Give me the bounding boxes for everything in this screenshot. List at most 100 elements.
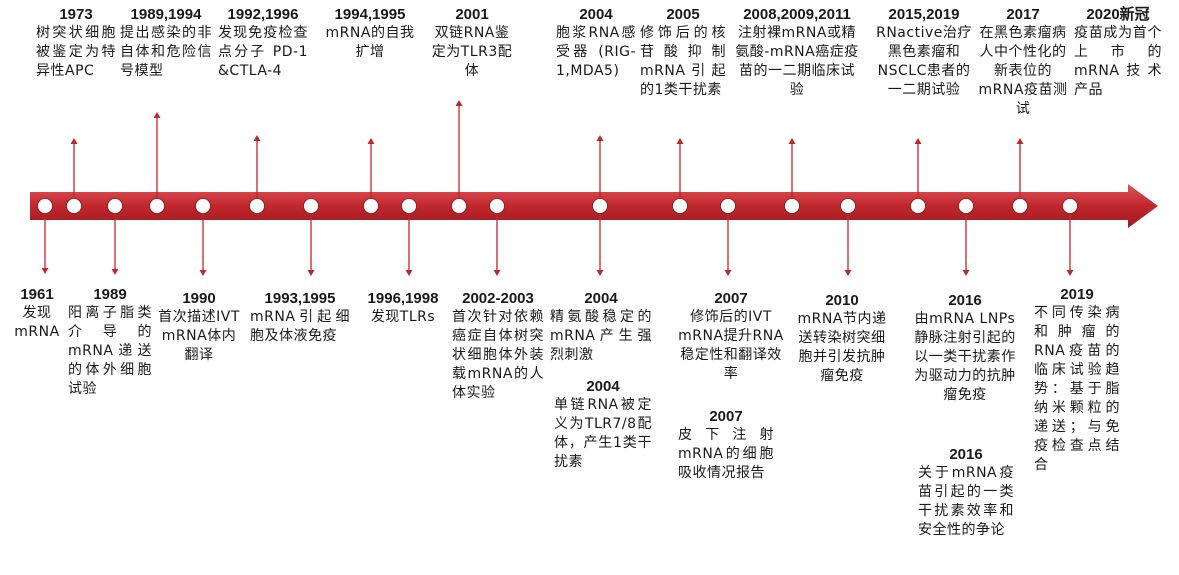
event-2008-2011: 2008,2009,2011 注射裸mRNA或精氨酸-mRNA癌症疫苗的一二期临…: [732, 6, 862, 100]
event-2004-b1: 2004 精氨酸稳定的mRNA产生强烈刺激: [550, 290, 652, 365]
arrowhead-2002-2003: [493, 270, 501, 276]
timeline-node-2016-a: [958, 198, 974, 214]
event-text: 发现免疫检查点分子 PD-1 &CTLA-4: [218, 25, 308, 79]
event-year: 1993,1995: [264, 290, 336, 307]
event-year: 2007: [709, 408, 743, 425]
arrowhead-2017: [1016, 138, 1024, 144]
timeline-node-2005: [672, 198, 688, 214]
arrowhead-2016-a: [962, 270, 970, 276]
timeline-node-2002-2003: [489, 198, 505, 214]
event-2015-2019: 2015,2019 RNactive治疗黑色素瘤和NSCLC患者的一二期试验: [874, 6, 974, 100]
event-year: 1973: [59, 6, 93, 23]
event-2020: 2020新冠 疫苗成为首个上市的mRNA技术产品: [1074, 6, 1162, 100]
event-2016-a: 2016 由mRNA LNPs静脉注射引起的以一类干扰素作为驱动力的抗肿瘤免疫: [910, 292, 1020, 405]
event-year: 2020新冠: [1086, 6, 1150, 23]
event-text: 注射裸mRNA或精氨酸-mRNA癌症疫苗的一二期临床试验: [735, 25, 859, 98]
timeline-node-2019: [1062, 198, 1078, 214]
event-text: 阳离子脂类介导的mRNA递送的体外细胞试验: [68, 305, 152, 397]
timeline-node-1993-1995: [303, 198, 319, 214]
timeline-node-2008-2011: [784, 198, 800, 214]
event-text: 发现mRNA: [14, 305, 60, 340]
arrowhead-2005: [676, 138, 684, 144]
arrowhead-1990: [199, 270, 207, 276]
event-1973: 1973 树突状细胞被鉴定为特异性APC: [36, 6, 116, 81]
arrowhead-1996-1998: [405, 270, 413, 276]
event-2004-b2: 2004 单链RNA被定义为TLR7/8配体，产生1类干扰素: [554, 378, 652, 472]
timeline-node-2015-2019: [910, 198, 926, 214]
event-text: 单链RNA被定义为TLR7/8配体，产生1类干扰素: [554, 397, 652, 470]
arrowhead-2019: [1066, 270, 1074, 276]
arrowhead-1961: [41, 268, 49, 274]
event-text: mRNA的自我扩增: [325, 25, 415, 60]
event-1996-1998: 1996,1998 发现TLRs: [356, 290, 450, 327]
arrowhead-1989: [111, 269, 119, 275]
event-year: 2017: [1006, 6, 1040, 23]
event-year: 2015,2019: [888, 6, 960, 23]
event-text: 关于mRNA疫苗引起的一类干扰素效率和安全性的争论: [918, 465, 1014, 538]
event-2004-top: 2004 胞浆RNA感受器 (RIG-1,MDA5): [556, 6, 636, 81]
event-2016-b: 2016 关于mRNA疫苗引起的一类干扰素效率和安全性的争论: [918, 446, 1014, 540]
event-year: 2005: [666, 6, 700, 23]
event-2019: 2019 不同传染病和肿瘤的RNA疫苗的临床试验趋势：基于脂纳米颗粒的递送；与免…: [1034, 286, 1120, 475]
event-year: 1990: [182, 290, 216, 307]
event-year: 1989: [93, 286, 127, 303]
timeline-node-1973: [66, 198, 82, 214]
arrowhead-1993-1995: [307, 270, 315, 276]
timeline-node-2010: [840, 198, 856, 214]
event-text: 修饰后的IVT mRNA提升RNA稳定性和翻译效率: [678, 309, 784, 382]
event-1989-1994: 1989,1994 提出感染的非自体和危险信号模型: [120, 6, 212, 81]
event-2010: 2010 mRNA节内递送转染树突细胞并引发抗肿瘤免疫: [794, 292, 890, 386]
timeline-node-2007-a: [720, 198, 736, 214]
event-2005: 2005 修饰后的核苷酸抑制mRNA引起的1类干扰素: [640, 6, 726, 100]
event-1961: 1961 发现mRNA: [8, 286, 66, 342]
event-text: 由mRNA LNPs静脉注射引起的以一类干扰素作为驱动力的抗肿瘤免疫: [914, 311, 1016, 403]
event-year: 1994,1995: [334, 6, 406, 23]
event-year: 1992,1996: [227, 6, 299, 23]
event-year: 2016: [948, 292, 982, 309]
arrowhead-1994-1995: [367, 138, 375, 144]
event-text: 在黑色素瘤病人中个性化的新表位的mRNA疫苗测试: [978, 25, 1068, 117]
event-1993-1995: 1993,1995 mRNA引起细胞及体液免疫: [250, 290, 350, 346]
timeline-node-1992-1996: [249, 198, 265, 214]
timeline-node-1996-1998: [401, 198, 417, 214]
timeline-node-2004-top: [592, 198, 608, 214]
timeline-nodes: [37, 198, 1078, 214]
event-text: 不同传染病和肿瘤的RNA疫苗的临床试验趋势：基于脂纳米颗粒的递送；与免疫检查点结…: [1034, 305, 1120, 473]
event-year: 1996,1998: [367, 290, 439, 307]
event-text: 提出感染的非自体和危险信号模型: [120, 25, 212, 79]
event-text: 发现TLRs: [370, 309, 436, 325]
arrowhead-1989-1994: [153, 112, 161, 118]
event-text: RNactive治疗黑色素瘤和NSCLC患者的一二期试验: [876, 25, 972, 98]
event-year: 1961: [20, 286, 54, 303]
connector-lines: [41, 100, 1074, 276]
event-text: 皮下注射mRNA的细胞吸收情况报告: [678, 427, 774, 481]
event-text: mRNA节内递送转染树突细胞并引发抗肿瘤免疫: [797, 311, 887, 384]
event-2017: 2017 在黑色素瘤病人中个性化的新表位的mRNA疫苗测试: [978, 6, 1068, 119]
arrowhead-1973: [70, 138, 78, 144]
event-2007-b: 2007 皮下注射mRNA的细胞吸收情况报告: [678, 408, 774, 483]
arrowhead-2007-a: [724, 270, 732, 276]
event-2002-2003: 2002-2003 首次针对依赖癌症自体树突状细胞体外装载mRNA的人体实验: [452, 290, 544, 403]
event-2007-a: 2007 修饰后的IVT mRNA提升RNA稳定性和翻译效率: [676, 290, 786, 384]
event-1989: 1989 阳离子脂类介导的mRNA递送的体外细胞试验: [68, 286, 152, 399]
event-year: 2004: [586, 378, 620, 395]
timeline-node-1961: [37, 198, 53, 214]
event-text: 修饰后的核苷酸抑制mRNA引起的1类干扰素: [640, 25, 726, 98]
event-text: 胞浆RNA感受器 (RIG-1,MDA5): [556, 25, 636, 79]
arrowhead-1992-1996: [253, 135, 261, 141]
timeline-node-1989: [107, 198, 123, 214]
arrowhead-2010: [844, 270, 852, 276]
event-year: 2010: [825, 292, 859, 309]
timeline-node-1994-1995: [363, 198, 379, 214]
timeline-node-2017: [1012, 198, 1028, 214]
timeline-node-1990: [195, 198, 211, 214]
event-1994-1995: 1994,1995 mRNA的自我扩增: [322, 6, 418, 62]
event-text: 双链RNA鉴定为TLR3配体: [431, 25, 513, 79]
timeline-node-2001: [451, 198, 467, 214]
event-year: 2019: [1060, 286, 1094, 303]
event-year: 2001: [455, 6, 489, 23]
event-1992-1996: 1992,1996 发现免疫检查点分子 PD-1 &CTLA-4: [218, 6, 308, 81]
event-text: 树突状细胞被鉴定为特异性APC: [36, 25, 116, 79]
event-text: mRNA引起细胞及体液免疫: [250, 309, 350, 344]
event-1990: 1990 首次描述IVT mRNA体内翻译: [158, 290, 240, 365]
